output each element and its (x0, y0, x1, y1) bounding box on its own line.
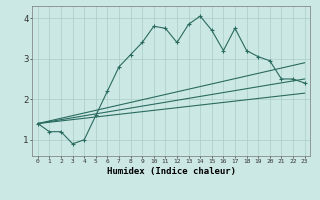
X-axis label: Humidex (Indice chaleur): Humidex (Indice chaleur) (107, 167, 236, 176)
